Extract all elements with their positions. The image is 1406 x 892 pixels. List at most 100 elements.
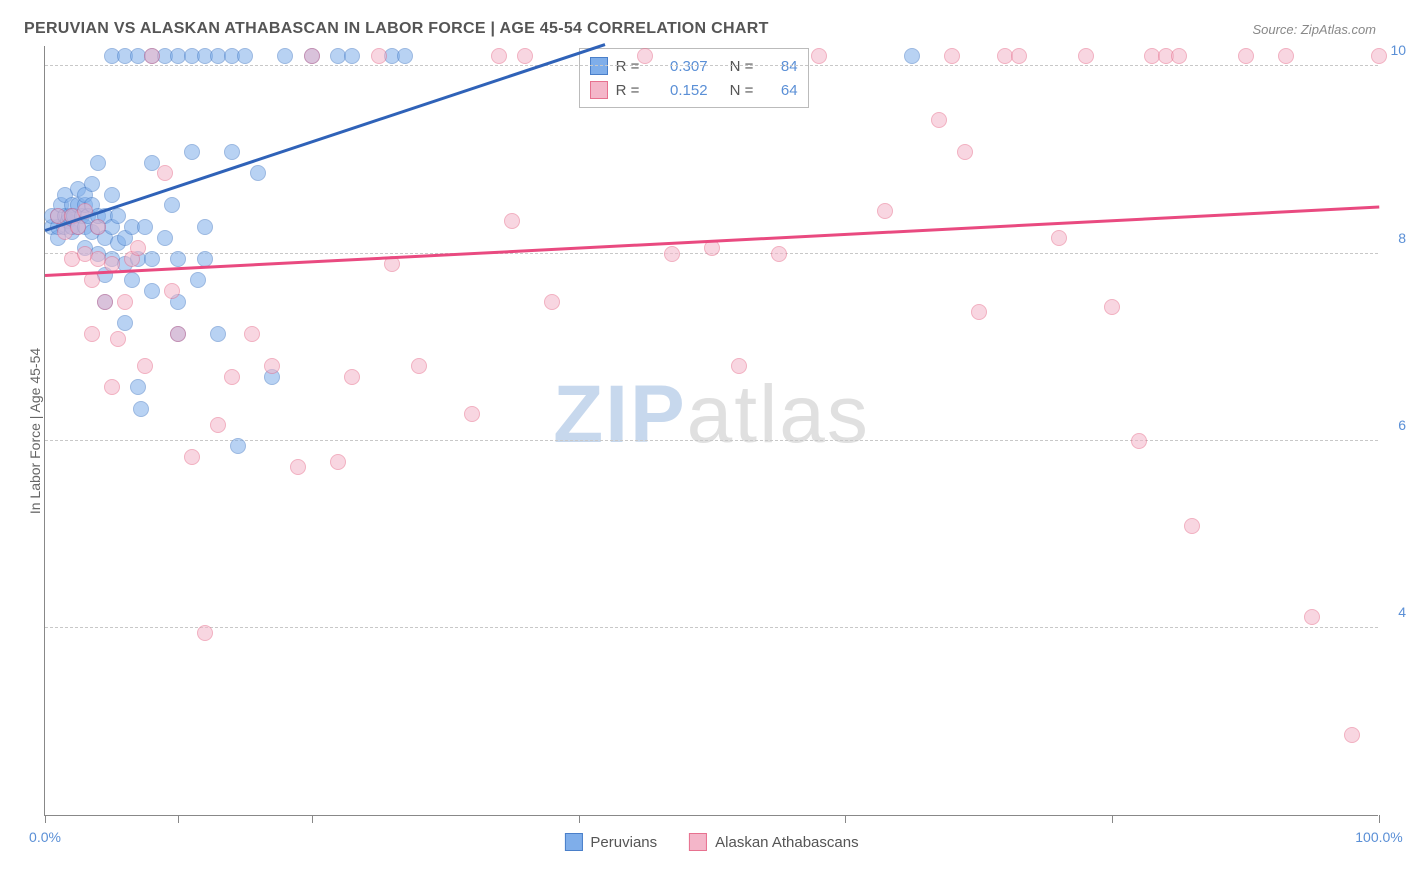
data-point <box>931 112 947 128</box>
data-point <box>197 625 213 641</box>
data-point <box>771 246 787 262</box>
x-tick <box>312 815 313 823</box>
data-point <box>224 369 240 385</box>
chart-container: PERUVIAN VS ALASKAN ATHABASCAN IN LABOR … <box>20 20 1386 872</box>
data-point <box>944 48 960 64</box>
x-tick-label: 100.0% <box>1355 829 1402 845</box>
data-point <box>170 326 186 342</box>
series-legend-item: Alaskan Athabascans <box>689 833 858 851</box>
data-point <box>90 155 106 171</box>
data-point <box>371 48 387 64</box>
data-point <box>184 449 200 465</box>
data-point <box>957 144 973 160</box>
data-point <box>244 326 260 342</box>
data-point <box>84 326 100 342</box>
legend-n-value: 64 <box>770 82 798 99</box>
data-point <box>1171 48 1187 64</box>
data-point <box>504 213 520 229</box>
data-point <box>1131 433 1147 449</box>
data-point <box>1051 230 1067 246</box>
data-point <box>464 406 480 422</box>
data-point <box>124 272 140 288</box>
data-point <box>237 48 253 64</box>
data-point <box>197 219 213 235</box>
legend-swatch <box>689 833 707 851</box>
x-tick <box>1112 815 1113 823</box>
data-point <box>1011 48 1027 64</box>
series-name: Peruvians <box>590 834 657 851</box>
data-point <box>731 358 747 374</box>
data-point <box>144 251 160 267</box>
data-point <box>84 176 100 192</box>
data-point <box>133 401 149 417</box>
data-point <box>164 283 180 299</box>
data-point <box>811 48 827 64</box>
y-axis-title: In Labor Force | Age 45-54 <box>27 347 43 513</box>
x-tick <box>579 815 580 823</box>
x-tick <box>845 815 846 823</box>
data-point <box>170 251 186 267</box>
data-point <box>97 294 113 310</box>
trendline <box>45 43 606 231</box>
data-point <box>144 283 160 299</box>
legend-n-label: N = <box>730 82 762 99</box>
data-point <box>144 48 160 64</box>
data-point <box>637 48 653 64</box>
x-tick <box>45 815 46 823</box>
legend-swatch <box>564 833 582 851</box>
data-point <box>277 48 293 64</box>
series-name: Alaskan Athabascans <box>715 834 858 851</box>
chart-title: PERUVIAN VS ALASKAN ATHABASCAN IN LABOR … <box>24 20 769 38</box>
data-point <box>137 219 153 235</box>
data-point <box>517 48 533 64</box>
data-point <box>104 187 120 203</box>
data-point <box>1238 48 1254 64</box>
scatter-plot: In Labor Force | Age 45-54 ZIPatlas R =0… <box>44 46 1378 816</box>
data-point <box>157 165 173 181</box>
source-label: Source: ZipAtlas.com <box>1252 22 1376 37</box>
y-tick-label: 82.5% <box>1384 230 1406 246</box>
gridline <box>45 627 1378 628</box>
data-point <box>704 240 720 256</box>
data-point <box>1104 299 1120 315</box>
x-tick-label: 0.0% <box>29 829 61 845</box>
data-point <box>210 417 226 433</box>
data-point <box>157 230 173 246</box>
data-point <box>230 438 246 454</box>
data-point <box>344 369 360 385</box>
data-point <box>210 326 226 342</box>
data-point <box>117 315 133 331</box>
data-point <box>1371 48 1387 64</box>
data-point <box>491 48 507 64</box>
y-tick-label: 47.5% <box>1384 604 1406 620</box>
legend-r-value: 0.152 <box>652 82 708 99</box>
data-point <box>84 272 100 288</box>
x-tick <box>178 815 179 823</box>
data-point <box>344 48 360 64</box>
data-point <box>290 459 306 475</box>
title-row: PERUVIAN VS ALASKAN ATHABASCAN IN LABOR … <box>20 20 1386 46</box>
data-point <box>544 294 560 310</box>
data-point <box>164 197 180 213</box>
data-point <box>304 48 320 64</box>
data-point <box>190 272 206 288</box>
data-point <box>224 144 240 160</box>
data-point <box>104 379 120 395</box>
data-point <box>110 331 126 347</box>
y-tick-label: 65.0% <box>1384 417 1406 433</box>
data-point <box>184 144 200 160</box>
data-point <box>117 294 133 310</box>
data-point <box>137 358 153 374</box>
data-point <box>130 379 146 395</box>
gridline <box>45 65 1378 66</box>
correlation-legend: R =0.307N =84R =0.152N =64 <box>579 48 809 108</box>
data-point <box>1344 727 1360 743</box>
data-point <box>90 219 106 235</box>
data-point <box>1078 48 1094 64</box>
data-point <box>664 246 680 262</box>
series-legend: Peruvians Alaskan Athabascans <box>564 833 858 851</box>
data-point <box>130 240 146 256</box>
y-tick-label: 100.0% <box>1384 42 1406 58</box>
data-point <box>1278 48 1294 64</box>
legend-row: R =0.152N =64 <box>590 78 798 102</box>
